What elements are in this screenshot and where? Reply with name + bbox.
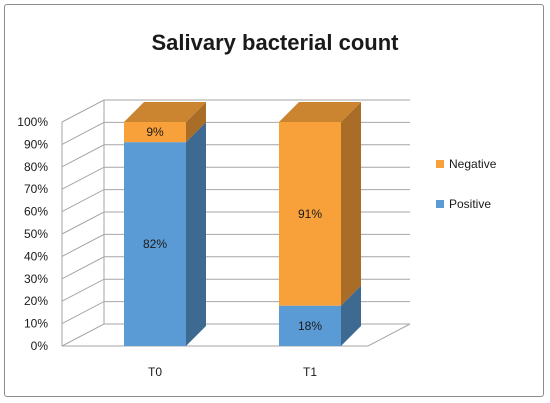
bar-top-t1 [279,102,361,122]
legend: Negative Positive [436,157,497,211]
x-axis-categories: T0 T1 [148,365,317,379]
y-tick-label: 50% [24,227,48,241]
chart-frame [4,4,544,397]
data-label-negative-t0: 9% [146,125,164,139]
legend-label-negative: Negative [449,157,497,171]
data-label-positive-t0: 82% [143,237,167,251]
y-tick-label: 70% [24,182,48,196]
y-tick-label: 10% [24,317,48,331]
chart-title: Salivary bacterial count [151,30,399,55]
y-tick-label: 0% [31,339,49,353]
bar-series [124,102,361,346]
bar-top-t0 [124,102,206,122]
bar-positive-t1 [279,305,341,346]
x-category-label: T0 [148,365,162,379]
bar-negative-t0 [124,122,186,143]
y-tick-label: 60% [24,205,48,219]
data-label-negative-t1: 91% [298,207,322,221]
y-axis-ticks: 0% 10% 20% 30% 40% 50% 60% 70% 80% 90% 100% [17,115,48,353]
y-tick-label: 40% [24,249,48,263]
x-category-label: T1 [303,365,317,379]
bar-side-positive-t0 [186,122,206,346]
floor-right-edge [367,323,411,347]
bar-side-negative-t1 [341,102,361,306]
legend-swatch-positive [436,200,444,208]
legend-swatch-negative [436,160,444,168]
bar-side-negative-t0 [186,102,206,143]
y-tick-label: 90% [24,137,48,151]
bar-negative-t1 [279,122,341,306]
bar-side-positive-t1 [341,285,361,346]
y-tick-label: 80% [24,160,48,174]
y-tick-label: 20% [24,294,48,308]
data-labels: 82% 9% 18% 91% [143,125,322,333]
legend-label-positive: Positive [449,197,491,211]
y-tick-label: 100% [17,115,48,129]
y-tick-label: 30% [24,272,48,286]
bar-positive-t0 [124,142,186,346]
data-label-positive-t1: 18% [298,319,322,333]
